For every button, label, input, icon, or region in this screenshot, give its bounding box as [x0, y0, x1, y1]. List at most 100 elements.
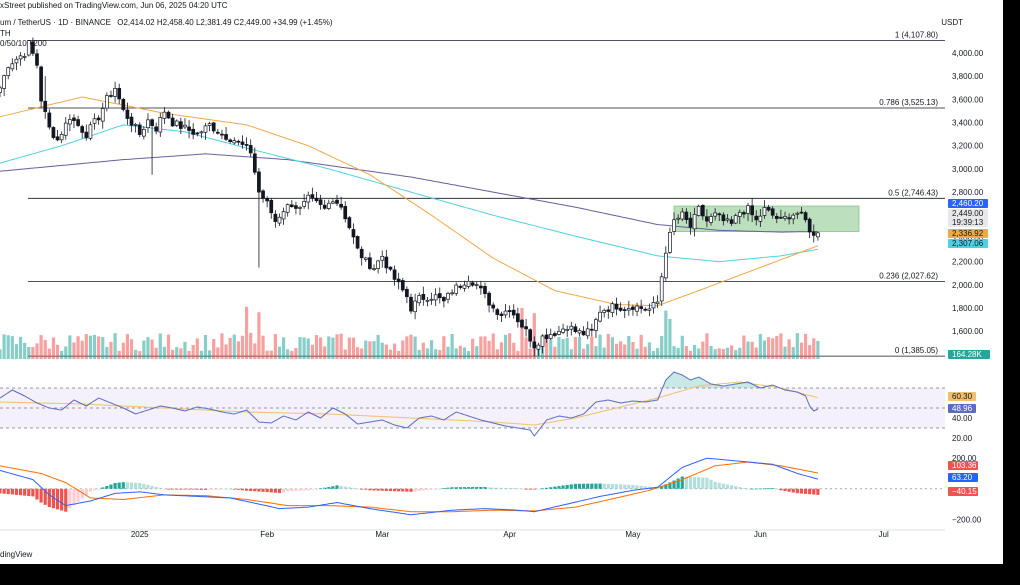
candle-body	[754, 215, 759, 221]
candle-body	[326, 202, 331, 209]
macd-histogram-bar	[405, 488, 409, 492]
macd-histogram-bar	[121, 482, 125, 489]
volume-bar	[55, 344, 60, 359]
candle-body	[133, 124, 138, 126]
macd-histogram-bar	[446, 487, 450, 489]
volume-bar	[598, 334, 602, 359]
candle-body	[22, 56, 27, 58]
price-axis-tick: 1,800.00	[952, 304, 984, 313]
volume-bar	[384, 344, 388, 359]
volume-bar	[803, 333, 808, 359]
candle-body	[816, 232, 820, 238]
candle-body	[774, 215, 779, 219]
volume-bar	[35, 343, 39, 359]
volume-bar	[549, 339, 553, 359]
candle-body	[43, 100, 48, 112]
volume-bar	[503, 334, 508, 359]
candle-body	[396, 278, 401, 283]
macd-histogram-bar	[360, 488, 364, 490]
candle-body	[380, 255, 385, 261]
candle-body	[544, 334, 549, 339]
rsi-ma-line	[0, 381, 819, 426]
macd-histogram-bar	[101, 487, 105, 489]
volume-bar	[664, 310, 668, 359]
macd-axis-tick: 200.00	[952, 454, 977, 463]
volume-bar	[60, 350, 64, 359]
candle-body	[803, 212, 808, 221]
volume-bar	[421, 342, 425, 359]
volume-bar	[413, 336, 417, 359]
macd-histogram-bar	[684, 476, 688, 489]
macd-histogram-bar	[479, 486, 483, 489]
price-tag-bg	[948, 199, 988, 208]
candle-body	[31, 41, 35, 54]
volume-bar	[705, 333, 709, 359]
macd-histogram-bar	[791, 488, 795, 493]
macd-histogram-bar	[380, 488, 384, 491]
candle-body	[80, 126, 85, 133]
macd-histogram-bar	[536, 488, 541, 490]
macd-histogram-bar	[220, 488, 224, 490]
candle-body	[224, 134, 228, 140]
macd-histogram-bar	[125, 482, 130, 489]
volume-bar	[746, 341, 750, 359]
volume-bar	[779, 333, 783, 359]
macd-histogram-bar	[117, 482, 121, 489]
price-axis-tick: 3,200.00	[952, 142, 984, 151]
symbol-title: um / TetherUS · 1D · BINANCE O2,414.02 H…	[0, 18, 333, 27]
volume-bar	[450, 333, 454, 359]
macd-histogram-bar	[582, 483, 586, 489]
volume-bar	[672, 346, 676, 359]
price-axis-tick: 3,800.00	[952, 72, 984, 81]
volume-tag-label: 164.28K	[952, 350, 982, 359]
candle-body	[335, 199, 339, 204]
volume-bar	[808, 345, 812, 359]
volume-bar	[323, 346, 327, 359]
candle-body	[516, 313, 520, 323]
macd-histogram-bar	[2, 488, 6, 494]
volume-bar	[121, 342, 125, 359]
candle-body	[252, 153, 257, 173]
fib-label-2: 0.5 (2,746.43)	[888, 188, 938, 197]
volume-bar	[129, 339, 134, 359]
volume-bar	[643, 346, 647, 359]
candle-body	[18, 55, 23, 60]
volume-bar	[224, 344, 228, 359]
volume-bar	[614, 343, 619, 359]
volume-bar	[51, 337, 56, 359]
volume-bar	[331, 337, 335, 359]
macd-histogram-bar	[175, 488, 179, 490]
volume-bar	[302, 337, 306, 359]
candle-body	[355, 236, 360, 249]
macd-histogram-bar	[318, 488, 323, 490]
candle-body	[121, 99, 126, 110]
candle-body	[655, 301, 660, 305]
volume-bar	[351, 337, 356, 359]
volume-bar	[179, 348, 183, 359]
candle-body	[351, 229, 356, 238]
candle-body	[532, 341, 537, 349]
volume-bar	[171, 349, 175, 359]
price-axis-tick: 3,400.00	[952, 119, 984, 128]
volume-bar	[557, 337, 561, 359]
macd-histogram-bar	[265, 488, 269, 493]
macd-histogram-bar	[594, 483, 598, 489]
macd-histogram-bar	[0, 488, 2, 494]
ohlc-values: O2,414.02 H2,458.40 L2,381.49 C2,449.00 …	[117, 18, 333, 27]
candle-body	[606, 309, 611, 312]
macd-histogram-bar	[364, 488, 368, 490]
candle-body	[618, 307, 623, 311]
macd-histogram-bar	[586, 483, 590, 489]
candle-body	[26, 40, 31, 56]
candle-body	[203, 125, 208, 133]
price-tag-label: 19:39:13	[952, 218, 984, 227]
volume-bar	[684, 346, 688, 359]
volume-bar	[134, 349, 138, 359]
candle-body	[236, 140, 241, 143]
macd-histogram-bar	[138, 482, 142, 489]
candle-body	[733, 215, 738, 224]
volume-bar	[397, 350, 401, 359]
macd-histogram-bar	[39, 488, 43, 503]
candle-body	[495, 309, 500, 315]
macd-histogram-bar	[471, 487, 475, 489]
